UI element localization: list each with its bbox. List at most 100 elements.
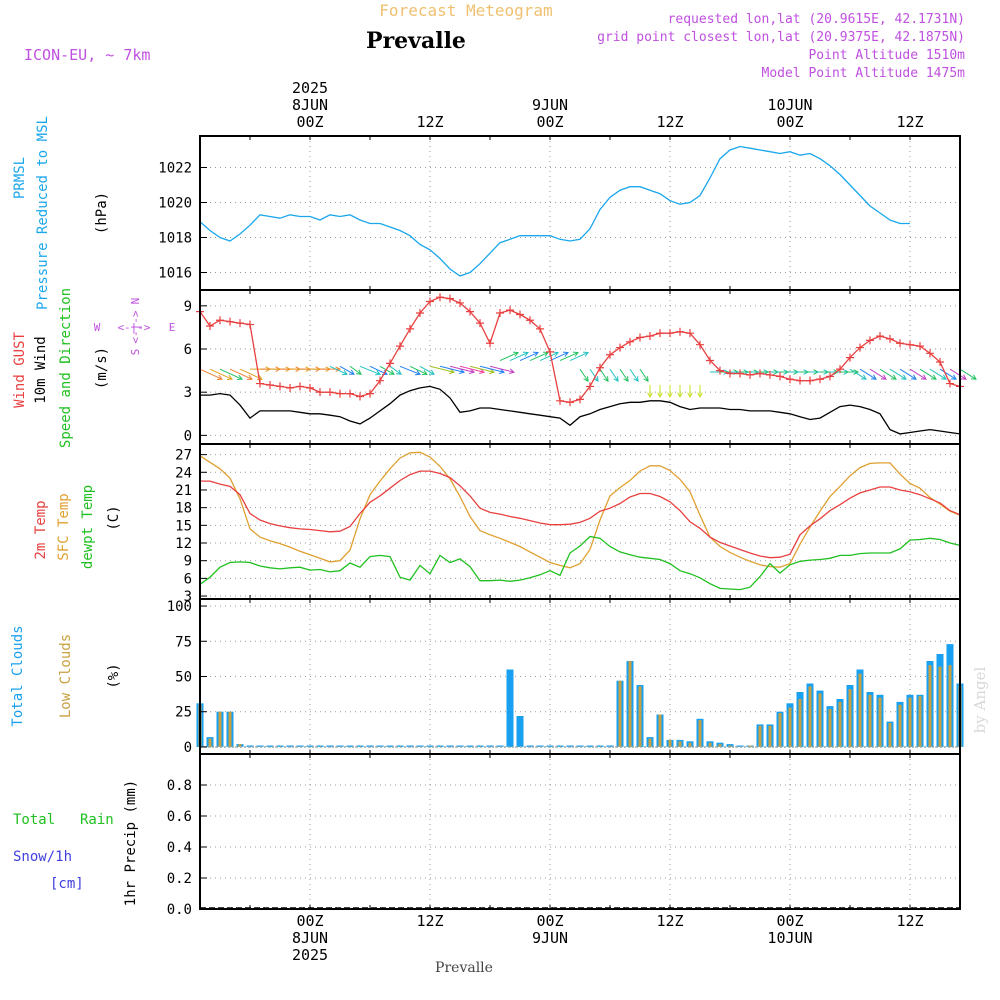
wind-arrow-head [960, 374, 967, 380]
model-altitude: Model Point Altitude 1475m [762, 66, 966, 81]
gust-marker [376, 376, 384, 385]
wind-arrow-head [667, 392, 673, 399]
gust-marker [406, 324, 414, 333]
wind-direction-arrow [629, 368, 639, 382]
compass-e: E [169, 321, 176, 334]
total-cloud-bar [346, 745, 354, 747]
gust-marker [896, 339, 904, 348]
gust-marker [476, 319, 484, 328]
total-cloud-bar [266, 745, 274, 747]
total-cloud-bar [486, 745, 494, 747]
wind-direction-arrow [489, 365, 515, 373]
low-cloud-bar [868, 694, 872, 747]
footer-location: Prevalle [435, 960, 493, 976]
wind-arrow-head [900, 374, 907, 380]
wind-direction-arrow [849, 368, 867, 380]
total-cloud-bar [476, 745, 484, 747]
gust-marker [396, 342, 404, 351]
snow-unit: [cm] [50, 876, 84, 892]
gust-marker [686, 329, 694, 338]
total-cloud-bar [596, 745, 604, 747]
compass-ns-arrow: <-|-> [129, 310, 142, 343]
wind-ytick-label: 3 [184, 385, 192, 401]
bottom-time-label: 2025 [292, 946, 328, 964]
total-cloud-bar [336, 745, 344, 747]
wind-arrow-head [532, 351, 539, 357]
wind-arrow-head [583, 376, 589, 383]
low-cloud-bar [948, 665, 952, 747]
gust-marker [866, 336, 874, 345]
low-cloud-bar [218, 711, 222, 747]
wind-direction-arrow [199, 368, 223, 380]
top-time-label: 00Z [776, 113, 803, 131]
wind-direction-arrow [939, 368, 957, 380]
gust-marker [276, 382, 284, 391]
top-time-label: 00Z [536, 113, 563, 131]
gust-marker [606, 350, 614, 359]
gust-marker [336, 389, 344, 398]
total-cloud-bar [506, 669, 514, 747]
temp-ytick-label: 27 [175, 448, 192, 464]
clouds-ytick-label: 100 [167, 599, 192, 615]
sfc-temp-label: SFC Temp [56, 493, 72, 560]
bottom-time-label: 00Z [536, 912, 563, 930]
wind-direction-arrow [459, 365, 485, 373]
gust-marker [306, 383, 314, 392]
low-cloud-bar [818, 693, 822, 747]
gust-marker [946, 379, 954, 388]
wind-direction-arrow [389, 365, 402, 375]
wind-direction-arrow [469, 365, 495, 373]
wind-arrow-head [603, 376, 609, 383]
gust-marker [776, 372, 784, 381]
low-cloud-bar [618, 680, 622, 747]
bottom-time-label: 00Z [776, 912, 803, 930]
wind-arrow-head [216, 374, 223, 381]
total-cloud-bar [406, 745, 414, 747]
snow-label: Snow/1h [13, 849, 72, 865]
wind-arrow-head [246, 374, 253, 381]
gust-marker [736, 369, 744, 378]
wind-arrow-head [395, 369, 402, 375]
wind-arrow-head [890, 374, 897, 380]
gust-marker [536, 324, 544, 333]
wind-arrow-head [870, 374, 877, 380]
temp-unit: (C) [106, 505, 122, 530]
compass-w: W [94, 321, 101, 334]
wind-direction-arrow [509, 352, 529, 361]
bottom-time-label: 12Z [656, 912, 683, 930]
wind-direction-arrow [219, 368, 243, 380]
wind-arrow-head [930, 374, 937, 380]
gust-marker [646, 332, 654, 341]
pressure-ytick-label: 1016 [158, 266, 192, 282]
wind-direction-arrow [569, 352, 589, 361]
dewpt-line [199, 535, 961, 591]
top-time-label: 10JUN [767, 96, 812, 114]
gust-marker [846, 353, 854, 362]
wind-arrow-head [512, 351, 519, 357]
gust-marker [636, 333, 644, 342]
total-cloud-bar [356, 745, 364, 747]
gust-marker [876, 332, 884, 341]
clouds-ytick-label: 50 [175, 670, 192, 686]
total-cloud-bar [586, 745, 594, 747]
gust-marker [746, 370, 754, 379]
prmsl-label: PRMSL [12, 157, 28, 199]
gust-marker [226, 317, 234, 326]
gust-marker [766, 370, 774, 379]
wind-direction-arrow [429, 365, 455, 373]
bottom-time-label: 12Z [416, 912, 443, 930]
pressure-ytick-label: 1022 [158, 161, 192, 177]
gust-marker [826, 372, 834, 381]
prmsl-sub-label: Pressure Reduced to MSL [35, 116, 51, 310]
low-cloud-bar [628, 661, 632, 747]
clouds-ytick-label: 75 [175, 634, 192, 650]
wind-arrow-head [469, 368, 476, 375]
wind-arrow-head [697, 392, 703, 399]
wind-arrow-head [421, 369, 428, 376]
wind-arrow-head [687, 392, 693, 399]
t2m-line [200, 470, 961, 559]
dewpt-label: dewpt Temp [80, 485, 96, 569]
sfc-temp-line [199, 451, 961, 569]
compass-we-arrow: <-|-> [117, 321, 150, 334]
wind-arrow-head [236, 374, 243, 381]
